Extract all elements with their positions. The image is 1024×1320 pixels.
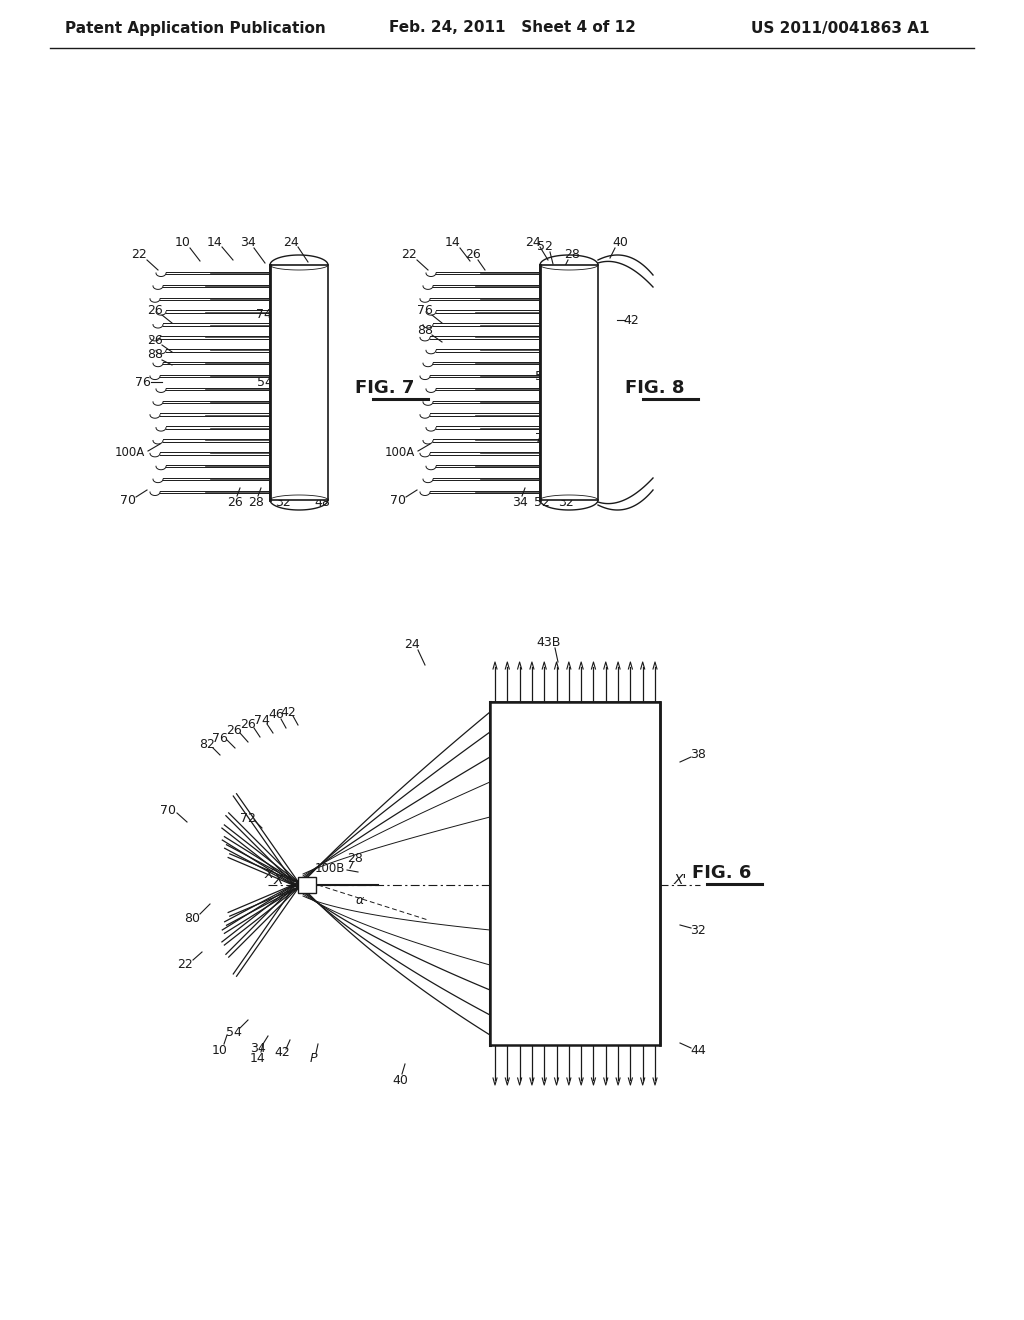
Text: X: X [273,873,283,887]
Text: 14: 14 [445,236,461,249]
Text: 32: 32 [558,496,573,510]
Text: X': X' [674,873,687,887]
Text: 88: 88 [417,323,433,337]
Text: 26: 26 [147,334,163,346]
Text: 42: 42 [274,1047,290,1060]
Text: 26: 26 [465,248,481,261]
Text: FIG. 6: FIG. 6 [692,865,752,882]
Text: P: P [309,1052,316,1064]
Text: 100A: 100A [115,446,145,458]
Text: 76: 76 [135,375,151,388]
Text: 88: 88 [147,348,163,362]
Text: 10: 10 [175,236,190,249]
Text: 74: 74 [254,714,270,726]
Text: 43B: 43B [537,635,561,648]
Text: FIG. 8: FIG. 8 [626,379,685,397]
Bar [490,702,660,1045]
Text: 72: 72 [240,812,256,825]
Text: 42: 42 [624,314,639,326]
Text: 38: 38 [690,748,706,762]
Bar [270,265,328,500]
Text: 32: 32 [690,924,706,936]
Text: 34: 34 [512,495,528,508]
Text: 22: 22 [401,248,417,261]
Text: 54: 54 [536,370,551,383]
Text: 74: 74 [256,309,272,322]
Bar [298,876,316,894]
Text: 28: 28 [248,495,264,508]
Text: 76: 76 [212,731,228,744]
Text: 28: 28 [564,248,580,261]
Text: 28: 28 [562,376,578,389]
Text: FIG. 7: FIG. 7 [355,379,415,397]
Text: 22: 22 [131,248,146,261]
Bar [540,265,598,500]
Text: 52: 52 [537,240,553,253]
Text: 26: 26 [227,495,243,508]
Text: Patent Application Publication: Patent Application Publication [65,21,326,36]
Text: 40: 40 [392,1073,408,1086]
Text: 46: 46 [268,709,284,722]
Text: 44: 44 [690,1044,706,1056]
Text: 70: 70 [390,494,406,507]
Text: 74: 74 [536,433,551,446]
Text: 26: 26 [147,304,163,317]
Text: 32: 32 [275,496,291,510]
Text: 34: 34 [240,236,256,249]
Text: α: α [356,894,365,907]
Text: 26: 26 [240,718,256,730]
Text: 82: 82 [199,738,215,751]
Text: 54: 54 [257,375,273,388]
Text: 70: 70 [160,804,176,817]
Text: 42: 42 [281,705,296,718]
Text: 54: 54 [226,1026,242,1039]
Text: 100B: 100B [314,862,345,874]
Text: 28: 28 [347,851,362,865]
Text: 14: 14 [250,1052,266,1064]
Text: 10: 10 [212,1044,228,1056]
Text: 24: 24 [525,235,541,248]
Text: US 2011/0041863 A1: US 2011/0041863 A1 [751,21,929,36]
Text: 80: 80 [184,912,200,924]
Text: 14: 14 [207,235,223,248]
Text: 76: 76 [417,304,433,317]
Text: 100A: 100A [385,446,415,458]
Text: 22: 22 [177,958,193,972]
Text: Feb. 24, 2011   Sheet 4 of 12: Feb. 24, 2011 Sheet 4 of 12 [388,21,636,36]
Text: 24: 24 [404,638,420,651]
Text: X: X [264,869,273,882]
Text: 34: 34 [250,1041,266,1055]
Text: 70: 70 [120,494,136,507]
Text: 52: 52 [535,495,550,508]
Text: 24: 24 [283,235,299,248]
Text: 26: 26 [226,723,242,737]
Text: 48: 48 [314,496,330,510]
Text: 40: 40 [612,236,628,249]
